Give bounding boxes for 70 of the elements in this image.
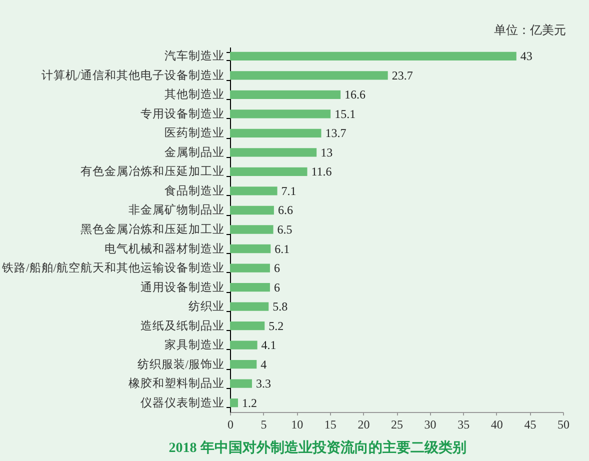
data-label: 23.7: [392, 68, 413, 82]
data-label: 7.1: [281, 184, 296, 198]
y-tick-label: 专用设备制造业: [140, 107, 224, 120]
y-tick-label: 铁路/船舶/航空航天和其他运输设备制造业: [1, 260, 224, 275]
x-tick-label: 30: [424, 418, 436, 432]
data-label: 13: [320, 145, 333, 160]
bar: [230, 90, 341, 100]
bar: [230, 167, 308, 176]
bar: [230, 52, 516, 60]
bar: [230, 206, 274, 215]
bar: [230, 340, 258, 350]
bar: [230, 302, 269, 311]
data-label: 6: [274, 261, 280, 276]
y-tick-label: 纺织业: [188, 299, 224, 314]
bar: [230, 282, 270, 292]
x-tick-label: 10: [291, 418, 304, 432]
data-label: 16.6: [344, 88, 366, 102]
bar: [230, 379, 252, 388]
x-tick-label: 15: [324, 418, 336, 432]
text: 单位：亿美元: [494, 23, 566, 37]
y-tick-label: 其他制造业: [164, 88, 224, 102]
x-tick-label: 50: [558, 418, 570, 432]
y-tick-label: 汽车制造业: [164, 48, 224, 63]
data-label: 6.6: [278, 203, 293, 218]
bar: [230, 110, 331, 118]
x-tick-label: 25: [391, 418, 403, 432]
bar: [230, 225, 274, 234]
data-label: 1.2: [242, 396, 257, 410]
y-tick-label: 纺织服装/服饰业: [137, 356, 224, 371]
data-label: 11.6: [311, 164, 332, 179]
data-label: 5.8: [272, 300, 288, 314]
data-label: 3.3: [256, 376, 271, 391]
bar: [230, 71, 388, 80]
data-label: 6.5: [277, 222, 292, 236]
y-tick-label: 非金属矿物制品业: [128, 202, 224, 217]
text: 2018 年中国对外制造业投资流向的主要二级类别: [168, 439, 466, 456]
bar: [230, 264, 270, 272]
y-tick-label: 电气机械和器材制造业: [104, 242, 224, 256]
y-tick-label: 家具制造业: [164, 338, 224, 352]
y-tick-label: 食品制造业: [164, 184, 224, 198]
bar: [230, 128, 322, 138]
y-tick-label: 通用设备制造业: [140, 280, 224, 294]
data-label: 6: [274, 280, 280, 294]
y-tick-label: 金属制品业: [164, 146, 224, 159]
data-label: 6.1: [274, 242, 290, 256]
x-tick-label: 5: [260, 418, 267, 432]
x-tick-label: 35: [458, 418, 470, 432]
data-label: 4: [260, 357, 267, 372]
bar: [230, 398, 238, 408]
data-label: 43: [520, 49, 532, 64]
y-tick-label: 医药制造业: [164, 126, 224, 140]
bar: [230, 321, 265, 330]
x-tick-label: 45: [524, 418, 536, 432]
y-tick-label: 有色金属冶炼和压延加工业: [80, 165, 224, 178]
y-tick-label: 造纸及纸制品业: [140, 319, 224, 332]
bar: [230, 244, 271, 254]
y-tick-label: 计算机/通信和其他电子设备制造业: [41, 68, 224, 82]
x-tick-label: 0: [228, 418, 234, 432]
data-label: 13.7: [325, 126, 346, 140]
y-tick-label: 仪器仪表制造业: [140, 396, 224, 410]
x-tick-label: 40: [490, 418, 503, 432]
bar: [230, 148, 317, 157]
data-label: 15.1: [334, 106, 356, 121]
data-label: 5.2: [268, 318, 284, 333]
x-tick-label: 20: [358, 418, 370, 432]
bar: [230, 360, 257, 369]
y-tick-label: 黑色金属冶炼和压延加工业: [80, 223, 224, 236]
y-tick-label: 橡胶和塑料制品业: [128, 376, 224, 390]
data-label: 4.1: [261, 338, 276, 352]
bar: [230, 186, 278, 196]
